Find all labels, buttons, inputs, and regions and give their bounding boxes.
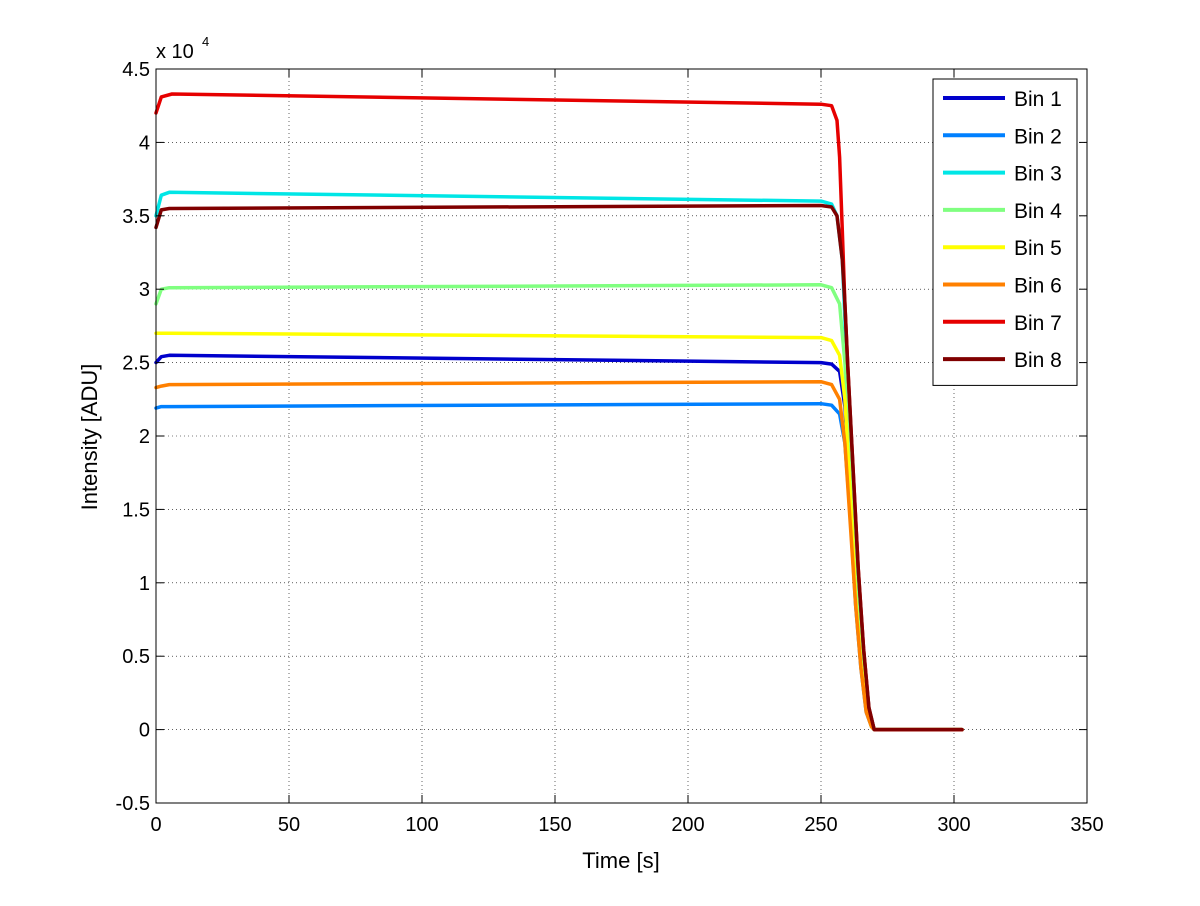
y-tick-label: 4 [139,132,150,154]
legend-label-bin-4: Bin 4 [1014,200,1062,223]
legend-label-bin-5: Bin 5 [1014,237,1062,260]
y-tick-label: 3.5 [122,206,150,228]
y-tick-label: 3 [139,279,150,301]
y-exponent-power: 4 [202,34,209,49]
legend-label-bin-7: Bin 7 [1014,312,1062,335]
legend: Bin 1 Bin 2 Bin 3 Bin 4 Bin 5 Bin 6 Bin 7 Bin 8 [932,78,1078,386]
legend-label-bin-6: Bin 6 [1014,275,1062,298]
x-tick-label: 100 [405,814,438,836]
legend-label-bin-8: Bin 8 [1014,349,1062,372]
y-tick-label: 2.5 [122,353,150,375]
plot-series [154,92,964,732]
series-line-bin-8 [154,203,964,732]
x-tick-label: 300 [937,814,970,836]
x-axis-label: Time [s] [582,848,659,873]
y-tick-label: 0 [139,720,150,742]
y-tick-label: -0.5 [116,793,150,815]
x-tick-label: 0 [150,814,161,836]
legend-label-bin-1: Bin 1 [1014,88,1062,111]
axis-ticks: 0 50 100 150 200 250 300 350-0.500.511.522.533.… [116,59,1104,836]
x-tick-label: 250 [804,814,837,836]
x-tick-label: 200 [671,814,704,836]
series-line-bin-6 [154,379,964,732]
x-tick-label: 50 [278,814,300,836]
y-tick-label: 1 [139,573,150,595]
y-axis-label: Intensity [ADU] [77,364,102,511]
y-exponent-label: x 10 [156,41,194,63]
axes-background [156,69,1087,803]
legend-box [932,78,1078,386]
x-tick-label: 350 [1070,814,1103,836]
y-tick-label: 4.5 [122,59,150,81]
x-tick-label: 150 [538,814,571,836]
legend-label-bin-2: Bin 2 [1014,125,1062,148]
y-tick-label: 2 [139,426,150,448]
y-tick-label: 1.5 [122,499,150,521]
y-tick-label: 0.5 [122,646,150,668]
legend-label-bin-3: Bin 3 [1014,163,1062,186]
